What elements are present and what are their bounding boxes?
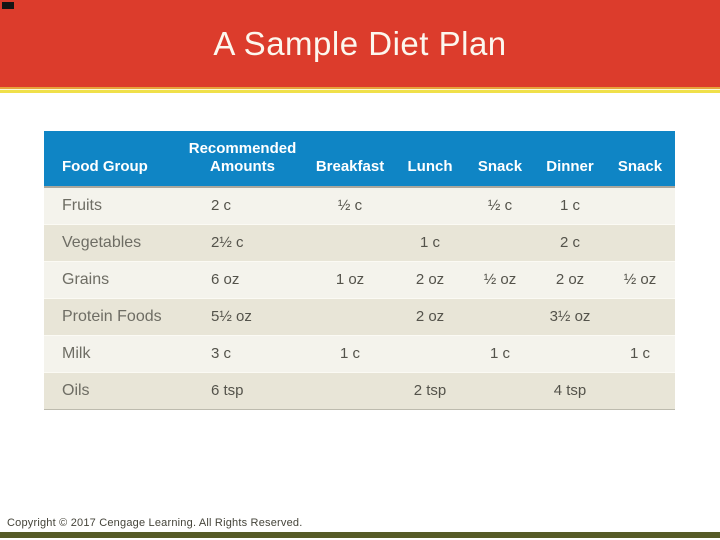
table-row-protein-foods: Protein Foods 5½ oz 2 oz 3½ oz [44, 297, 675, 335]
table-cell: ½ oz [605, 260, 675, 298]
copyright-text: Copyright © 2017 Cengage Learning. All R… [7, 517, 303, 529]
header-food-group: Food Group [44, 131, 180, 187]
header-snack-1: Snack [465, 131, 535, 187]
table-cell [305, 371, 395, 410]
table-cell: 2 oz [535, 260, 605, 298]
table-cell: Grains [44, 260, 180, 298]
table-cell: 3½ oz [535, 297, 605, 335]
accent-stripe-gold [0, 87, 720, 89]
table-cell [465, 223, 535, 261]
title-bar: A Sample Diet Plan [0, 0, 720, 87]
header-breakfast: Breakfast [305, 131, 395, 187]
table-cell: 1 c [395, 223, 465, 261]
table-row-vegetables: Vegetables 2½ c 1 c 2 c [44, 223, 675, 261]
table-cell: Fruits [44, 186, 180, 224]
table-cell: 1 oz [305, 260, 395, 298]
table-cell: 4 tsp [535, 371, 605, 410]
table-cell: 3 c [180, 334, 305, 372]
header-recommended-amounts: Recommended Amounts [180, 131, 305, 187]
table-cell [605, 297, 675, 335]
table-cell: 1 c [535, 186, 605, 224]
table-cell [605, 223, 675, 261]
accent-stripe-cream [0, 89, 720, 90]
footer-bar [0, 532, 720, 538]
table-cell: Vegetables [44, 223, 180, 261]
table-cell: ½ oz [465, 260, 535, 298]
table-cell [465, 371, 535, 410]
accent-stripe-yellow [0, 90, 720, 93]
table-cell: 2 tsp [395, 371, 465, 410]
table-cell: 1 c [465, 334, 535, 372]
table-row-milk: Milk 3 c 1 c 1 c 1 c [44, 334, 675, 372]
table-cell: 1 c [605, 334, 675, 372]
table-cell [535, 334, 605, 372]
table-cell: ½ c [465, 186, 535, 224]
table-cell: Protein Foods [44, 297, 180, 335]
corner-marker [2, 2, 14, 9]
table-cell: 6 oz [180, 260, 305, 298]
table-cell: 2 oz [395, 297, 465, 335]
table-row-fruits: Fruits 2 c ½ c ½ c 1 c [44, 186, 675, 224]
table-cell: ½ c [305, 186, 395, 224]
table-cell [395, 186, 465, 224]
table-cell: Oils [44, 371, 180, 410]
table-row-oils: Oils 6 tsp 2 tsp 4 tsp [44, 371, 675, 410]
table-cell [605, 371, 675, 410]
table-row-grains: Grains 6 oz 1 oz 2 oz ½ oz 2 oz ½ oz [44, 260, 675, 298]
header-dinner: Dinner [535, 131, 605, 187]
table-cell: 6 tsp [180, 371, 305, 410]
table-cell: 2 oz [395, 260, 465, 298]
page-title: A Sample Diet Plan [213, 24, 507, 62]
table-cell: 2 c [535, 223, 605, 261]
table-cell [605, 186, 675, 224]
table-header-row: Food Group Recommended Amounts Breakfast… [44, 131, 675, 187]
table-cell [305, 223, 395, 261]
table-cell [465, 297, 535, 335]
table-cell: Milk [44, 334, 180, 372]
table-cell: 1 c [305, 334, 395, 372]
table-cell [395, 334, 465, 372]
table-cell: 2 c [180, 186, 305, 224]
table-cell: 2½ c [180, 223, 305, 261]
table-cell: 5½ oz [180, 297, 305, 335]
header-snack-2: Snack [605, 131, 675, 187]
table-cell [305, 297, 395, 335]
header-lunch: Lunch [395, 131, 465, 187]
diet-plan-table: Food Group Recommended Amounts Breakfast… [44, 131, 675, 410]
